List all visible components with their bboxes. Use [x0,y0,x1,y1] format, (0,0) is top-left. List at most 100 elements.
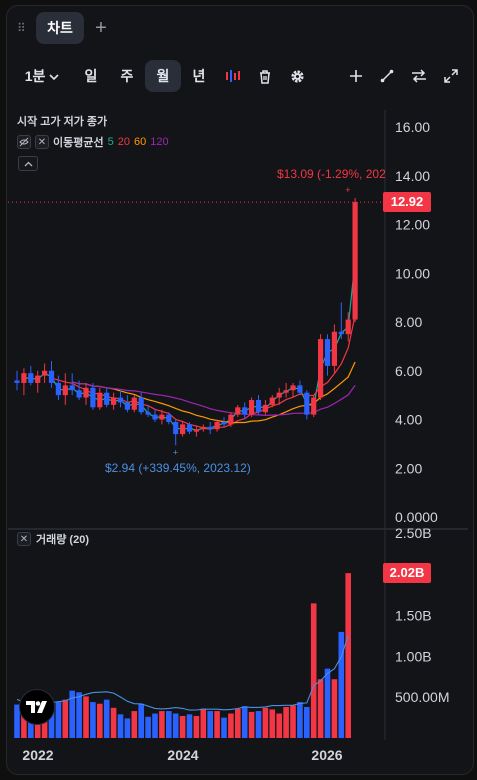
volume-bar [117,714,124,738]
volume-bar [200,708,207,738]
interval-dropdown[interactable]: 1분 [21,60,63,92]
volume-bar [290,705,296,738]
plus-icon[interactable] [342,60,370,92]
volume-bar [83,696,89,738]
ma-indicator-legend: ✕ 이동평균선 5 20 60 120 [17,134,169,150]
gear-icon[interactable] [283,60,311,92]
candle-body [318,339,324,398]
candle-body [221,421,227,425]
candle-body [21,373,27,383]
volume-bar [166,711,172,738]
tab-bar: ⠿ 차트 + [7,6,473,50]
candle-type-icon[interactable] [219,60,247,92]
candle-body [193,429,199,432]
candle-body [331,331,337,366]
price-axis-label: 14.00 [395,168,430,184]
candle-body [117,397,124,403]
volume-bar [131,711,138,738]
low-annotation: $2.94 (+339.45%, 2023.12) [105,461,251,475]
volume-bar [235,708,241,738]
drag-handle-icon[interactable]: ⠿ [17,21,26,35]
ohlc-legend: 시작 고가 저가 종가 [17,116,108,128]
time-axis-label: 2024 [167,747,198,763]
hide-indicator-icon[interactable] [17,135,31,149]
compare-icon[interactable] [405,60,433,92]
candle-body [255,400,262,413]
candle-body [345,319,351,335]
candle-body [124,402,130,410]
candle-body [111,397,117,405]
volume-bar [186,714,193,738]
candle-body [14,380,20,383]
period-month-button[interactable]: 월 [145,60,181,92]
trash-icon[interactable] [251,60,279,92]
add-tab-button[interactable]: + [95,17,107,39]
volume-bar [228,713,234,738]
volume-bar [103,699,110,738]
candle-body [262,404,268,413]
high-marker: + [345,185,350,195]
period-day-button[interactable]: 일 [84,68,98,84]
volume-bar [62,699,69,738]
candle-body [90,387,96,408]
volume-bar [41,712,48,738]
volume-bar [193,715,200,738]
last-volume-tag: 2.02B [383,563,431,583]
candle-body [62,385,68,396]
volume-bar [21,708,27,738]
candle-body [42,370,48,376]
fullscreen-icon[interactable] [437,60,465,92]
volume-bar [207,711,213,738]
candle-body [104,392,110,405]
candle-body [249,400,255,415]
price-axis-label: 12.00 [395,217,430,233]
price-axis-label: 16.00 [395,119,430,135]
candle-body [290,385,296,391]
volume-bar [55,702,62,738]
candle-body [304,392,310,415]
volume-bar [276,713,282,738]
period-year-button[interactable]: 년 [192,68,206,84]
chevron-down-icon [49,74,59,81]
candle-body [235,407,241,415]
remove-volume-icon[interactable]: ✕ [17,532,31,546]
volume-legend: ✕ 거래량 (20) [17,531,89,547]
volume-bar [345,573,351,738]
volume-bar [241,706,248,738]
candle-body [131,397,137,410]
price-axis-label: 6.00 [395,363,422,379]
ma-20-line [51,315,356,430]
candle-body [207,426,213,430]
ma-120-label: 120 [150,136,169,148]
volume-bar [248,711,255,738]
candle-body [35,375,41,383]
volume-bar [297,702,303,738]
volume-bar [145,716,151,738]
volume-bar [48,706,55,738]
volume-bar [172,713,179,738]
volume-ma-line [16,635,349,711]
volume-bar [76,692,82,738]
last-price-tag: 12.92 [383,192,431,212]
candle-body [311,397,317,415]
collapse-legend-button[interactable] [18,156,38,171]
volume-bar [110,707,117,738]
volume-bar [179,715,186,738]
draw-line-icon[interactable] [373,60,401,92]
tradingview-logo[interactable] [19,689,55,725]
volume-bar [262,707,269,738]
time-axis-label: 2022 [22,747,53,763]
period-week-button[interactable]: 주 [120,68,134,84]
volume-axis-label: 2.50B [395,525,432,541]
candle-body [166,414,172,422]
tab-chart[interactable]: 차트 [36,12,84,44]
volume-bar [159,711,165,738]
candle-body [283,390,289,393]
volume-bar [283,706,289,738]
remove-indicator-icon[interactable]: ✕ [35,135,49,149]
candle-body [55,382,61,396]
volume-bar [317,679,324,738]
low-marker: + [173,447,178,457]
candle-body [76,390,82,398]
